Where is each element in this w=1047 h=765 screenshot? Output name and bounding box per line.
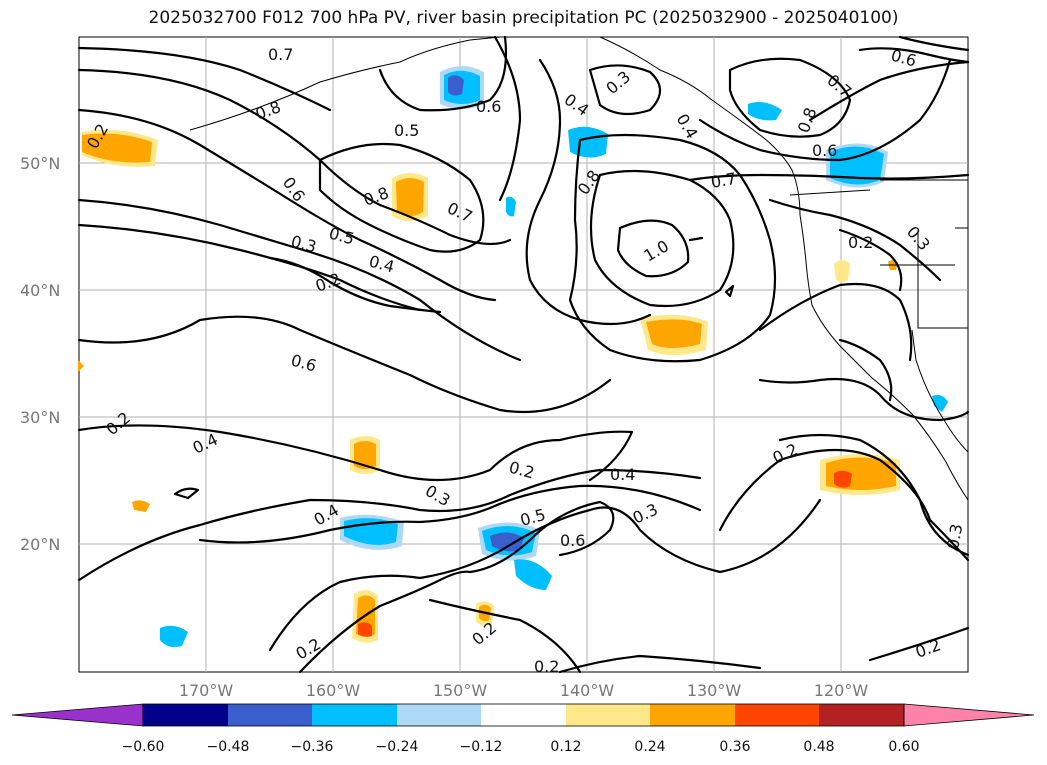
contour-label: 0.7 xyxy=(709,169,737,192)
contour-label: 0.2 xyxy=(534,657,559,676)
colorbar-segment xyxy=(650,704,735,726)
colorbar-tick-label: 0.12 xyxy=(550,739,581,755)
lon-label: 130°W xyxy=(687,681,742,700)
colorbar-tick-label: 0.36 xyxy=(719,739,750,755)
lon-label: 120°W xyxy=(814,681,869,700)
colorbar-segment xyxy=(481,704,566,726)
colorbar-segment xyxy=(819,704,904,726)
colorbar-extend-min xyxy=(11,703,144,727)
contour-label: 0.6 xyxy=(560,531,585,550)
colorbar-tick-label: −0.12 xyxy=(460,739,503,755)
colorbar-tick-label: −0.24 xyxy=(376,739,419,755)
contour-label: 0.2 xyxy=(848,233,873,252)
lat-label: 20°N xyxy=(20,535,60,554)
colorbar-frame xyxy=(142,703,905,727)
contour-label: 0.3 xyxy=(943,522,966,550)
graticule xyxy=(79,37,968,672)
colorbar-segment xyxy=(228,704,312,726)
colorbar-tick-label: −0.36 xyxy=(291,739,334,755)
lon-label: 160°W xyxy=(306,681,361,700)
colorbar xyxy=(11,703,1035,727)
colorbar-extend-max xyxy=(903,703,1035,727)
pv-contours xyxy=(77,35,970,674)
map-title: 2025032700 F012 700 hPa PV, river basin … xyxy=(148,8,899,28)
lon-label: 170°W xyxy=(179,681,234,700)
contour-label: 0.6 xyxy=(476,97,501,116)
colorbar-tick-label: −0.48 xyxy=(207,739,250,755)
colorbar-segment xyxy=(312,704,397,726)
colorbar-segment xyxy=(735,704,819,726)
colorbar-segment xyxy=(143,704,228,726)
contour-label: 0.4 xyxy=(610,465,635,484)
colorbar-tick-label: 0.24 xyxy=(634,739,665,755)
lat-label: 40°N xyxy=(20,281,60,300)
colorbar-tick-label: −0.60 xyxy=(122,739,165,755)
colorbar-segment xyxy=(566,704,650,726)
contour-label: 0.7 xyxy=(268,45,293,64)
lon-label: 140°W xyxy=(560,681,615,700)
lat-label: 30°N xyxy=(20,408,60,427)
contour-label: 0.5 xyxy=(394,121,419,140)
colorbar-tick-label: 0.60 xyxy=(888,739,919,755)
contour-label: 0.6 xyxy=(812,141,837,160)
lon-label: 150°W xyxy=(433,681,488,700)
lat-label: 50°N xyxy=(20,154,60,173)
colorbar-tick-label: 0.48 xyxy=(803,739,834,755)
colorbar-segment xyxy=(397,704,481,726)
